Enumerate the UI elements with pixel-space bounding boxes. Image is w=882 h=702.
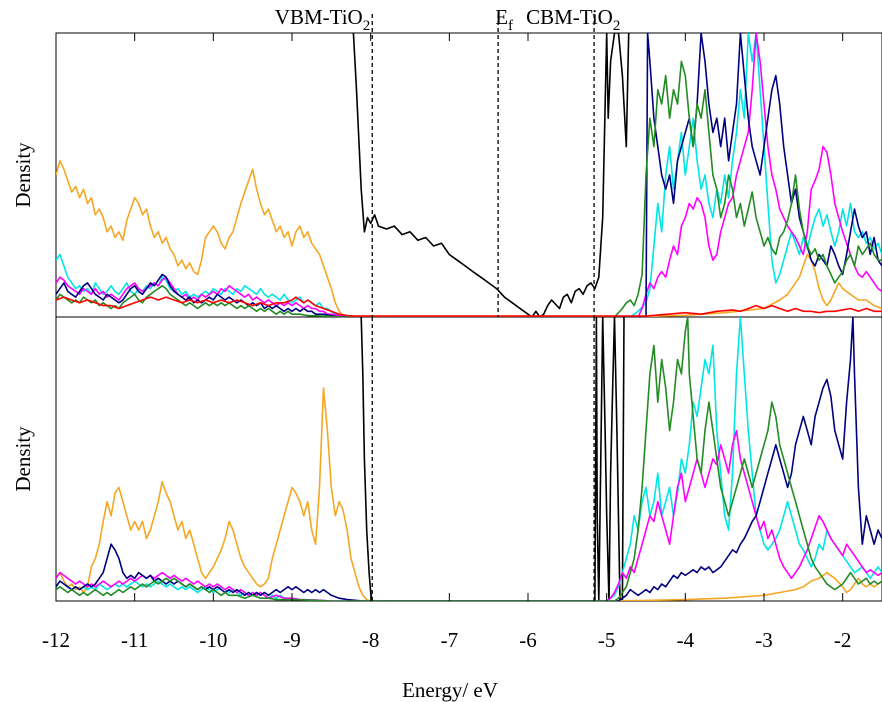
x-tick-label-4: -8: [362, 628, 380, 652]
annotation-0: VBM-TiO2: [275, 5, 370, 34]
band-edge-annotations: VBM-TiO2 Ef CBM-TiO2: [275, 5, 621, 34]
top-panel-series: [56, 33, 882, 317]
top-panel-ylabel: Density: [11, 142, 35, 208]
top-panel-frame: [55, 32, 882, 318]
bottom-series-line-5: [56, 317, 882, 601]
bottom-series-line-1: [56, 387, 882, 601]
top-series-line-5: [56, 60, 882, 317]
bottom-series-line-3: [56, 429, 882, 601]
x-tick-label-3: -9: [283, 628, 301, 652]
x-tick-label-9: -3: [755, 628, 773, 652]
bottom-series-line-4: [56, 317, 882, 601]
top-series-line-2: [56, 33, 882, 317]
bottom-panel-frame: [55, 316, 882, 602]
top-series-line-3: [56, 33, 882, 317]
x-tick-label-8: -4: [677, 628, 695, 652]
annotation-2: CBM-TiO2: [526, 5, 620, 34]
x-tick-label-7: -5: [598, 628, 616, 652]
top-series-line-1: [56, 160, 882, 317]
annotation-1: Ef: [495, 5, 513, 34]
bottom-panel-series: [56, 317, 882, 601]
x-axis-ticks: -12 -11 -10 -9 -8 -7 -6 -5 -4 -3 -2: [42, 33, 851, 652]
x-tick-label-0: -12: [42, 628, 70, 652]
x-tick-label-6: -6: [519, 628, 537, 652]
bottom-panel-ylabel: Density: [11, 426, 35, 492]
top-series-line-0: [352, 33, 630, 317]
reference-lines: [371, 14, 595, 601]
x-tick-label-2: -10: [199, 628, 227, 652]
x-tick-label-10: -2: [834, 628, 852, 652]
top-series-line-6: [56, 296, 882, 317]
x-tick-label-5: -7: [441, 628, 459, 652]
bottom-series-line-0: [360, 317, 625, 601]
top-series-line-4: [56, 33, 882, 317]
bottom-series-line-2: [56, 317, 882, 601]
x-axis-title: Energy/ eV: [402, 678, 498, 702]
x-tick-label-1: -11: [121, 628, 148, 652]
